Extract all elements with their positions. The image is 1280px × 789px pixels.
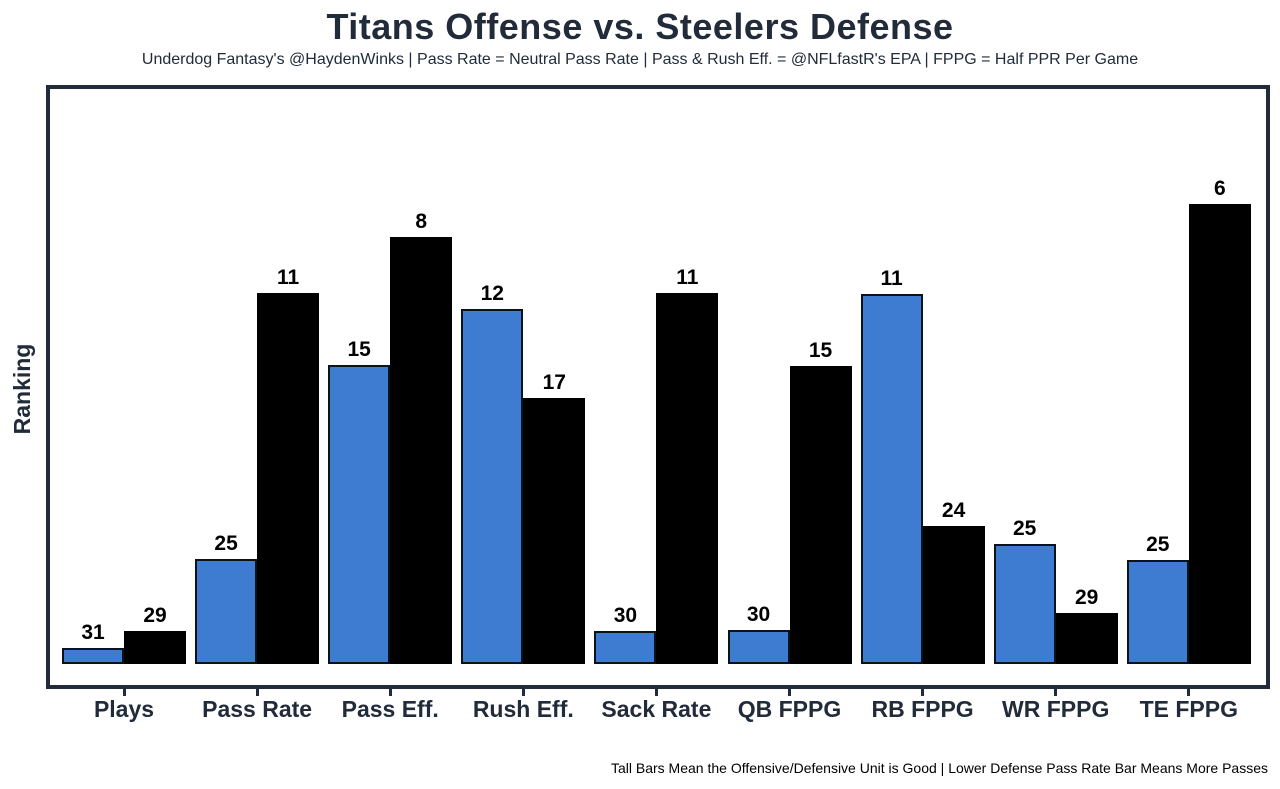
bar-value-label: 25 <box>1013 517 1037 540</box>
bar-defense-plays <box>124 631 186 664</box>
bar-defense-qb-fppg <box>789 366 852 664</box>
x-axis-tick <box>788 689 791 696</box>
bar-value-label: 30 <box>613 604 638 627</box>
bar-value-label: 15 <box>347 338 371 361</box>
x-axis-tick <box>921 689 925 696</box>
bar-offense-rb-fppg <box>860 294 923 664</box>
x-axis-label-rush-eff-: Rush Eff. <box>472 696 574 722</box>
bar-defense-sack-rate <box>656 293 719 664</box>
bar-value-label: 31 <box>81 621 105 644</box>
x-axis-label-wr-fppg: WR FPPG <box>1002 696 1110 722</box>
bar-offense-wr-fppg <box>993 544 1056 664</box>
x-axis-tick <box>122 689 126 696</box>
bar-defense-pass-rate <box>257 293 320 664</box>
bar-offense-pass-eff- <box>328 365 391 664</box>
bar-defense-rush-eff- <box>523 398 586 664</box>
x-axis-tick <box>521 689 525 696</box>
bar-value-label: 29 <box>1075 586 1099 609</box>
bar-offense-te-fppg <box>1126 560 1189 664</box>
bar-offense-qb-fppg <box>727 630 790 664</box>
bar-value-label: 12 <box>480 282 504 305</box>
bar-value-label: 24 <box>941 499 966 522</box>
chart-subtitle: Underdog Fantasy's @HaydenWinks | Pass R… <box>141 51 1139 68</box>
bar-defense-wr-fppg <box>1055 613 1118 664</box>
bar-value-label: 11 <box>276 266 300 289</box>
bar-value-label: 11 <box>676 266 699 289</box>
x-axis-label-plays: Plays <box>93 696 155 722</box>
bar-value-label: 29 <box>143 604 167 627</box>
bar-value-label: 6 <box>1213 177 1226 200</box>
bar-value-label: 8 <box>415 210 428 233</box>
bar-value-label: 25 <box>1146 533 1170 556</box>
x-axis-label-pass-eff-: Pass Eff. <box>341 696 439 722</box>
bar-offense-rush-eff- <box>461 309 524 664</box>
x-axis-tick <box>388 689 392 696</box>
bar-value-label: 11 <box>880 267 903 290</box>
bar-offense-pass-rate <box>195 559 258 664</box>
x-axis-label-pass-rate: Pass Rate <box>202 696 313 722</box>
x-axis-tick <box>654 689 658 696</box>
x-axis-tick <box>1187 689 1191 696</box>
x-axis-label-rb-fppg: RB FPPG <box>871 696 974 722</box>
bar-offense-plays <box>62 648 124 664</box>
bar-defense-rb-fppg <box>922 526 985 664</box>
x-axis-label-qb-fppg: QB FPPG <box>737 696 842 722</box>
bar-value-label: 30 <box>746 603 771 626</box>
bar-value-label: 17 <box>542 371 566 394</box>
bar-defense-pass-eff- <box>390 237 453 664</box>
x-axis-label-sack-rate: Sack Rate <box>601 696 712 722</box>
chart-title: Titans Offense vs. Steelers Defense <box>326 6 954 47</box>
bar-defense-te-fppg <box>1188 204 1251 664</box>
y-axis-label: Ranking <box>9 343 35 435</box>
x-axis-tick <box>1054 689 1058 696</box>
bar-value-label: 15 <box>808 339 833 362</box>
x-axis-label-te-fppg: TE FPPG <box>1139 696 1238 722</box>
bar-offense-sack-rate <box>594 631 657 664</box>
bar-value-label: 25 <box>214 532 238 555</box>
x-axis-tick <box>255 689 259 696</box>
chart-footnote: Tall Bars Mean the Offensive/Defensive U… <box>610 760 1268 776</box>
